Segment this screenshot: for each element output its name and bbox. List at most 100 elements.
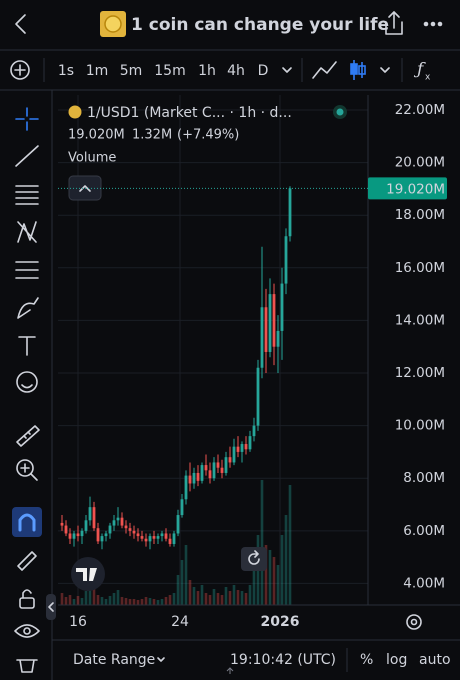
chart-type-menu[interactable] (380, 67, 390, 73)
hide-tool[interactable] (14, 624, 40, 638)
candle-chart-button-part[interactable] (358, 65, 366, 75)
indicators-button[interactable]: ƒ (413, 60, 426, 80)
lock-tool-part[interactable] (19, 597, 35, 609)
last-price-box (368, 177, 447, 200)
lock-drawings-tool[interactable] (17, 551, 37, 571)
volume-bar (220, 595, 224, 605)
interval-button[interactable]: 5m (120, 63, 143, 79)
magnet-tool-part[interactable] (12, 507, 42, 537)
interval-button[interactable]: 1m (86, 63, 109, 79)
candle-body (200, 465, 204, 481)
volume-bar (288, 485, 292, 605)
lock-tool-part[interactable] (22, 589, 32, 599)
share-button-part[interactable] (388, 11, 400, 18)
zoom-tool-part[interactable] (20, 463, 38, 481)
reset-button-part[interactable] (248, 550, 260, 565)
lock-tool[interactable] (19, 589, 35, 609)
volume-bar (68, 595, 72, 605)
share-button[interactable] (385, 11, 403, 35)
candle-body (260, 307, 264, 368)
volume-bar (144, 597, 148, 605)
candle-body (180, 499, 184, 516)
percent-button[interactable]: % (360, 652, 373, 668)
add-symbol-button-part[interactable] (14, 64, 26, 76)
candle-body (172, 533, 176, 544)
y-tick-label: 22.00M (395, 102, 445, 118)
zoom-tool-part[interactable] (16, 459, 34, 477)
volume-bar (168, 595, 172, 605)
more-button-part[interactable] (423, 21, 429, 27)
interval-button[interactable]: 15m (154, 63, 185, 79)
line-chart-button[interactable] (312, 61, 337, 79)
candle-chart-button[interactable] (350, 60, 366, 80)
candle-body (68, 533, 72, 539)
volume-bar (100, 597, 104, 605)
candle-body (176, 515, 180, 534)
candle-body (244, 444, 248, 450)
toolbar-collapse[interactable] (46, 594, 56, 620)
add-symbol-button-part[interactable] (10, 60, 30, 80)
trend-line-tool[interactable] (15, 145, 39, 167)
emoji-tool-part[interactable] (21, 384, 33, 389)
settings-button-part[interactable] (406, 614, 422, 630)
hide-tool-part[interactable] (23, 627, 31, 635)
tradingview-logo-part (76, 568, 97, 581)
brush-tool[interactable] (17, 297, 39, 319)
volume-bar (284, 515, 288, 605)
volume-bar (164, 597, 168, 605)
y-tick-label: 4.00M (403, 575, 445, 591)
interval-button[interactable]: D (258, 63, 269, 79)
pattern-tool[interactable] (17, 221, 37, 243)
candle-body (240, 444, 244, 452)
magnet-tool-part[interactable] (18, 513, 36, 532)
reset-button-part[interactable] (241, 547, 267, 571)
candle-chart-button-part[interactable] (350, 63, 358, 75)
candle-body (144, 538, 148, 542)
ruler-tool[interactable] (16, 425, 40, 447)
interval-button[interactable]: 1s (58, 63, 74, 79)
candle-body (120, 517, 124, 526)
volume-bar (104, 599, 108, 605)
text-tool[interactable] (18, 336, 36, 356)
auto-button[interactable]: auto (419, 652, 451, 668)
more-button-part[interactable] (430, 21, 436, 27)
settings-button[interactable] (406, 614, 422, 630)
add-symbol-button[interactable] (10, 60, 30, 80)
reset-button[interactable] (241, 547, 267, 571)
emoji-tool[interactable] (16, 371, 38, 393)
more-button-part[interactable] (437, 21, 443, 27)
candle-body (192, 472, 196, 484)
crosshair-tool[interactable] (15, 107, 39, 131)
back-button[interactable] (15, 14, 26, 34)
delete-tool[interactable] (16, 659, 38, 673)
interval-button[interactable]: 4h (227, 63, 245, 79)
projection-tool[interactable] (15, 261, 39, 279)
y-tick-label: 14.00M (395, 312, 445, 328)
hide-tool-part[interactable] (14, 624, 40, 638)
volume-bar (280, 535, 284, 605)
collapse-legend-button-part[interactable] (79, 185, 91, 192)
magnet-tool[interactable] (12, 507, 42, 537)
log-button[interactable]: log (386, 652, 407, 668)
candle-body (124, 525, 128, 529)
volume-bar (204, 593, 208, 605)
date-range-menu[interactable] (157, 657, 165, 662)
indicators-button-x[interactable]: x (425, 73, 431, 83)
volume-bar (172, 593, 176, 605)
toolbar-collapse-part[interactable] (48, 602, 54, 612)
interval-menu[interactable] (282, 67, 292, 73)
zoom-tool[interactable] (16, 459, 38, 481)
candle-body (184, 475, 188, 500)
fib-tool[interactable] (15, 185, 39, 205)
volume-bar (200, 585, 204, 605)
volume-bar (240, 591, 244, 605)
interval-button[interactable]: 1h (198, 63, 216, 79)
more-button[interactable] (423, 21, 443, 27)
settings-button-part[interactable] (410, 618, 418, 626)
date-range-button[interactable]: Date Range (73, 652, 155, 668)
toolbar-collapse-part[interactable] (46, 594, 56, 620)
share-button-part[interactable] (385, 21, 403, 35)
emoji-tool-part[interactable] (16, 371, 38, 393)
candle-body (248, 436, 252, 450)
